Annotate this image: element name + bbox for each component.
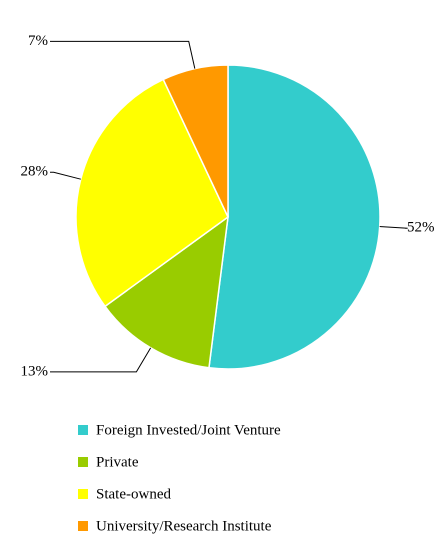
legend-label: Foreign Invested/Joint Venture [96,422,281,438]
leader-line [50,40,196,69]
legend-swatch [78,425,88,435]
pie-slice [103,215,229,369]
legend-swatch [78,489,88,499]
pie-slice [208,64,381,370]
data-label: 52% [407,220,435,236]
data-label: 28% [21,164,49,180]
data-label: 13% [21,363,49,379]
legend-swatch [78,457,88,467]
legend-label: University/Research Institute [96,518,272,534]
data-label: 7% [28,33,48,49]
legend-swatch [78,521,88,531]
leader-line [50,347,152,373]
pie-slice [75,78,229,308]
pie-slice [162,64,229,218]
leader-line [379,226,408,229]
leader-line [50,171,81,180]
legend-label: Private [96,454,139,470]
legend-label: State-owned [96,486,171,502]
